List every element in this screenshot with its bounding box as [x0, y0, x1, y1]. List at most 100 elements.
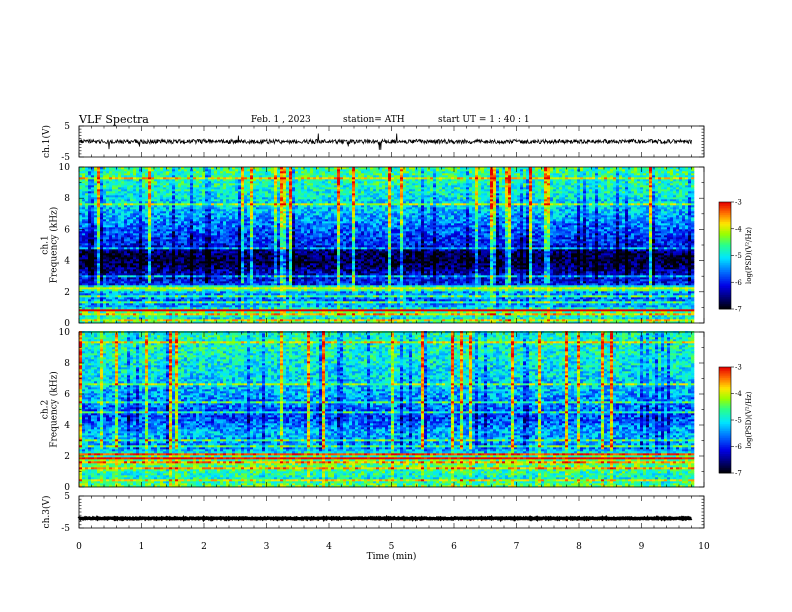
spectrogram-cell — [334, 319, 337, 321]
spectrogram-cell — [358, 281, 361, 283]
spectrogram-cell — [514, 289, 517, 291]
spectrogram-cell — [499, 319, 502, 321]
spectrogram-cell — [379, 297, 382, 299]
spectrogram-cell — [538, 285, 541, 287]
spectrogram-cell — [667, 313, 670, 315]
spectrogram-cell — [289, 277, 292, 279]
spectrogram-cell — [448, 311, 451, 313]
spectrogram-cell — [541, 295, 544, 297]
spectrogram-cell — [553, 319, 556, 321]
spectrogram-cell — [274, 315, 277, 317]
spectrogram-cell — [355, 279, 358, 281]
spectrogram-cell — [316, 293, 319, 295]
spectrogram-cell — [322, 291, 325, 293]
spectrogram-cell — [199, 293, 202, 295]
spectrogram-cell — [664, 287, 667, 289]
spectrogram-cell — [286, 311, 289, 313]
spectrogram-cell — [397, 307, 400, 309]
spectrogram-cell — [688, 299, 691, 301]
spectrogram-cell — [319, 277, 322, 279]
spectrogram-cell — [496, 277, 499, 279]
spectrogram-cell — [688, 289, 691, 291]
spectrogram-cell — [388, 293, 391, 295]
spectrogram-cell — [661, 295, 664, 297]
spectrogram-cell — [244, 319, 247, 321]
spectrogram-cell — [676, 305, 679, 307]
spectrogram-cell — [262, 311, 265, 313]
spectrogram-cell — [493, 289, 496, 291]
spectrogram-cell — [508, 279, 511, 281]
spectrogram-cell — [682, 283, 685, 285]
spectrogram-cell — [421, 295, 424, 297]
spectrogram-cell — [400, 317, 403, 319]
spectrogram-cell — [652, 317, 655, 319]
spectrogram-cell — [259, 311, 262, 313]
spectrogram-cell — [316, 277, 319, 279]
spectrogram-cell — [493, 281, 496, 283]
spectrogram-cell — [193, 285, 196, 287]
spectrogram-cell — [262, 289, 265, 291]
spectrogram-cell — [640, 303, 643, 305]
spectrogram-cell — [208, 279, 211, 281]
spectrogram-cell — [235, 287, 238, 289]
spectrogram-cell — [292, 283, 295, 285]
spectrogram-cell — [133, 293, 136, 295]
spectrogram-cell — [427, 283, 430, 285]
spectrogram-cell — [268, 295, 271, 297]
spectrogram-cell — [454, 285, 457, 287]
spectrogram-cell — [580, 319, 583, 321]
spectrogram-cell — [478, 305, 481, 307]
spectrogram-cell — [616, 289, 619, 291]
spectrogram-cell — [328, 319, 331, 321]
spectrogram-cell — [619, 315, 622, 317]
spectrogram-cell — [463, 313, 466, 315]
spectrogram-cell — [535, 319, 538, 321]
spectrogram-cell — [565, 297, 568, 299]
spectrogram-cell — [478, 319, 481, 321]
spectrogram-cell — [277, 309, 280, 311]
spectrogram-cell — [112, 305, 115, 307]
spectrogram-cell — [223, 277, 226, 279]
spectrogram-cell — [127, 293, 130, 295]
spectrogram-cell — [511, 309, 514, 311]
spectrogram-cell — [343, 307, 346, 309]
spectrogram-cell — [628, 315, 631, 317]
spectrogram-cell — [154, 291, 157, 293]
spectrogram-cell — [82, 303, 85, 305]
spectrogram-cell — [475, 275, 478, 277]
spectrogram-cell — [682, 289, 685, 291]
spectrogram-cell — [208, 299, 211, 301]
spectrogram-cell — [490, 281, 493, 283]
spectrogram-cell — [280, 313, 283, 315]
spectrogram-cell — [472, 285, 475, 287]
spectrogram-cell — [169, 311, 172, 313]
spectrogram-cell — [484, 287, 487, 289]
spectrogram-cell — [79, 311, 82, 313]
spectrogram-cell — [421, 285, 424, 287]
spectrogram-cell — [133, 275, 136, 277]
spectrogram-cell — [532, 309, 535, 311]
spectrogram-cell — [397, 285, 400, 287]
spectrogram-cell — [256, 293, 259, 295]
spectrogram-cell — [151, 287, 154, 289]
spectrogram-cell — [361, 285, 364, 287]
spectrogram-cell — [571, 277, 574, 279]
spectrogram-cell — [388, 311, 391, 313]
spectrogram-cell — [307, 279, 310, 281]
spectrogram-cell — [490, 299, 493, 301]
spectrogram-cell — [517, 283, 520, 285]
spectrogram-cell — [427, 291, 430, 293]
spectrogram-cell — [151, 289, 154, 291]
spectrogram-cell — [442, 283, 445, 285]
spectrogram-cell — [337, 309, 340, 311]
spectrogram-cell — [535, 293, 538, 295]
spectrogram-cell — [250, 293, 253, 295]
spectrogram-cell — [631, 297, 634, 299]
spectrogram-cell — [406, 307, 409, 309]
spectrogram-cell — [163, 305, 166, 307]
spectrogram-cell — [157, 289, 160, 291]
spectrogram-cell — [160, 281, 163, 283]
spectrogram-cell — [496, 301, 499, 303]
spectrogram-cell — [628, 301, 631, 303]
spectrogram-cell — [640, 309, 643, 311]
